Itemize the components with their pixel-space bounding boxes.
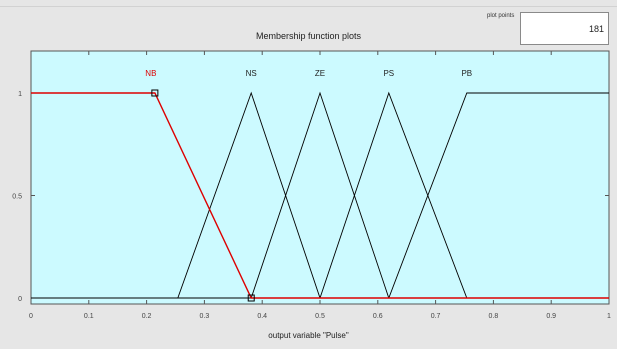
mf-label-ze: ZE — [315, 69, 325, 78]
x-tick-label: 1 — [607, 313, 611, 320]
mf-label-ps: PS — [383, 69, 394, 78]
x-tick-label: 0.9 — [546, 313, 556, 320]
mf-label-nb: NB — [145, 69, 156, 78]
x-tick-label: 0.8 — [489, 313, 499, 320]
y-tick-label: 0 — [18, 296, 22, 303]
mf-label-pb: PB — [461, 69, 472, 78]
x-tick-label: 0 — [29, 313, 33, 320]
x-tick-label: 0.1 — [84, 313, 94, 320]
y-tick-label: 0.5 — [12, 194, 22, 201]
x-tick-label: 0.5 — [315, 313, 325, 320]
x-tick-label: 0.2 — [142, 313, 152, 320]
x-tick-label: 0.4 — [257, 313, 267, 320]
x-tick-label: 0.7 — [431, 313, 441, 320]
x-tick-label: 0.6 — [373, 313, 383, 320]
mf-label-ns: NS — [246, 69, 257, 78]
x-tick-label: 0.3 — [200, 313, 210, 320]
plot-area[interactable] — [31, 51, 609, 304]
x-axis-label: output variable "Pulse" — [0, 331, 617, 340]
y-tick-label: 1 — [18, 91, 22, 98]
